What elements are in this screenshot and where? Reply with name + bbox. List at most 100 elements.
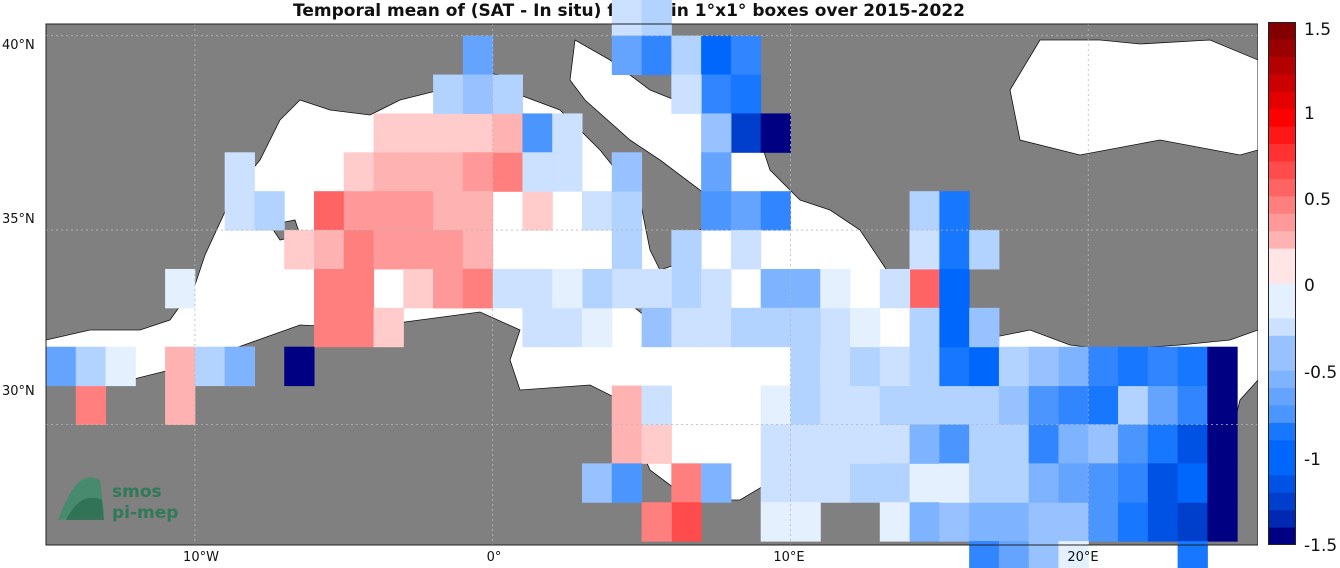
heatmap-cell — [1088, 502, 1119, 542]
heatmap-cell — [1118, 502, 1149, 542]
heatmap-cell — [462, 74, 494, 114]
heatmap-cell — [1088, 385, 1119, 425]
heatmap-cell — [671, 230, 702, 270]
heatmap-cell — [314, 268, 345, 309]
colorbar — [1268, 22, 1296, 545]
heatmap-cell — [760, 268, 791, 309]
heatmap-cell — [1058, 502, 1089, 542]
heatmap-cell — [671, 74, 702, 114]
heatmap-cell — [492, 268, 523, 309]
colorbar-segment — [1268, 126, 1296, 145]
heatmap-cell — [1147, 424, 1179, 464]
heatmap-cell — [1028, 541, 1059, 568]
heatmap-cell — [641, 424, 672, 464]
heatmap-cell — [403, 230, 434, 270]
heatmap-cell — [433, 74, 464, 114]
heatmap-cell — [1058, 424, 1089, 464]
heatmap-cell — [909, 268, 940, 309]
heatmap-cell — [1147, 463, 1179, 503]
lon-tick-20e: 20°E — [1067, 550, 1099, 565]
heatmap-cell — [373, 152, 404, 192]
heatmap-cell — [1147, 346, 1179, 387]
colorbar-segment — [1268, 492, 1296, 511]
heatmap-cell — [314, 191, 345, 231]
heatmap-cell — [760, 191, 791, 231]
colorbar-segment — [1268, 527, 1296, 545]
heatmap-cell — [611, 35, 643, 76]
colorbar-segment — [1268, 91, 1296, 110]
heatmap-cell — [373, 230, 404, 270]
colorbar-segment — [1268, 335, 1296, 354]
heatmap-cell — [671, 35, 702, 76]
heatmap-cell — [850, 307, 881, 348]
colorbar-segment — [1268, 22, 1296, 41]
colorbar-segment — [1268, 475, 1296, 494]
heatmap-cell — [552, 113, 583, 153]
heatmap-cell — [820, 346, 851, 387]
heatmap-cell — [998, 541, 1030, 568]
heatmap-cell — [879, 346, 911, 387]
heatmap-cell — [879, 385, 911, 425]
heatmap-cell — [1118, 424, 1149, 464]
heatmap-cell — [1147, 385, 1179, 425]
heatmap-cell — [730, 191, 762, 231]
heatmap-cell — [998, 346, 1030, 387]
heatmap-cell — [790, 268, 821, 309]
heatmap-cell — [582, 191, 613, 231]
heatmap-cell — [909, 463, 940, 503]
heatmap-cell — [165, 346, 196, 387]
colorbar-segment — [1268, 178, 1296, 197]
heatmap-cell — [343, 268, 375, 309]
colorbar-segment — [1268, 283, 1296, 302]
heatmap-cell — [879, 463, 911, 503]
heatmap-cell — [1207, 424, 1238, 464]
heatmap-cell — [969, 424, 1000, 464]
heatmap-cell — [433, 191, 464, 231]
heatmap-cell — [1088, 346, 1119, 387]
heatmap-cell — [462, 35, 494, 76]
heatmap-cell — [760, 502, 791, 542]
svg-text:smos: smos — [112, 482, 162, 502]
heatmap-cell — [373, 307, 404, 348]
heatmap-cell — [939, 385, 970, 425]
heatmap-cell — [284, 346, 315, 387]
heatmap-cell — [1177, 385, 1208, 425]
colorbar-segment — [1268, 353, 1296, 372]
heatmap-cell — [552, 307, 583, 348]
heatmap-cell — [939, 268, 970, 309]
heatmap-cell — [254, 191, 285, 231]
heatmap-cell — [403, 113, 434, 153]
heatmap-cell — [641, 385, 672, 425]
heatmap-cell — [820, 307, 851, 348]
heatmap-cell — [462, 191, 494, 231]
colorbar-tick-0: 0 — [1304, 276, 1315, 296]
heatmap-cell — [1058, 463, 1089, 503]
heatmap-cell — [462, 152, 494, 192]
heatmap-cell — [522, 113, 553, 153]
heatmap-cell — [611, 230, 643, 270]
heatmap-cell — [760, 463, 791, 503]
heatmap-cell — [939, 191, 970, 231]
heatmap-cell — [403, 191, 434, 231]
heatmap-cell — [790, 502, 821, 542]
heatmap-cell — [1058, 346, 1089, 387]
heatmap-map: smos pi-mep — [45, 0, 1258, 568]
heatmap-cell — [1028, 502, 1059, 542]
heatmap-cell — [730, 74, 762, 114]
heatmap-cell — [492, 113, 523, 153]
heatmap-cell — [909, 424, 940, 464]
heatmap-cell — [1118, 385, 1149, 425]
heatmap-cell — [403, 268, 434, 309]
colorbar-tick-m1-5: -1.5 — [1304, 536, 1338, 556]
heatmap-cell — [939, 424, 970, 464]
heatmap-cell — [820, 424, 851, 464]
heatmap-cell — [582, 463, 613, 503]
heatmap-cell — [1207, 463, 1238, 503]
heatmap-cell — [492, 74, 523, 114]
heatmap-cell — [671, 502, 702, 542]
heatmap-cell — [641, 35, 672, 76]
heatmap-cell — [194, 346, 226, 387]
heatmap-cell — [909, 307, 940, 348]
heatmap-cell — [433, 268, 464, 309]
smos-logo: smos pi-mep — [58, 477, 178, 523]
